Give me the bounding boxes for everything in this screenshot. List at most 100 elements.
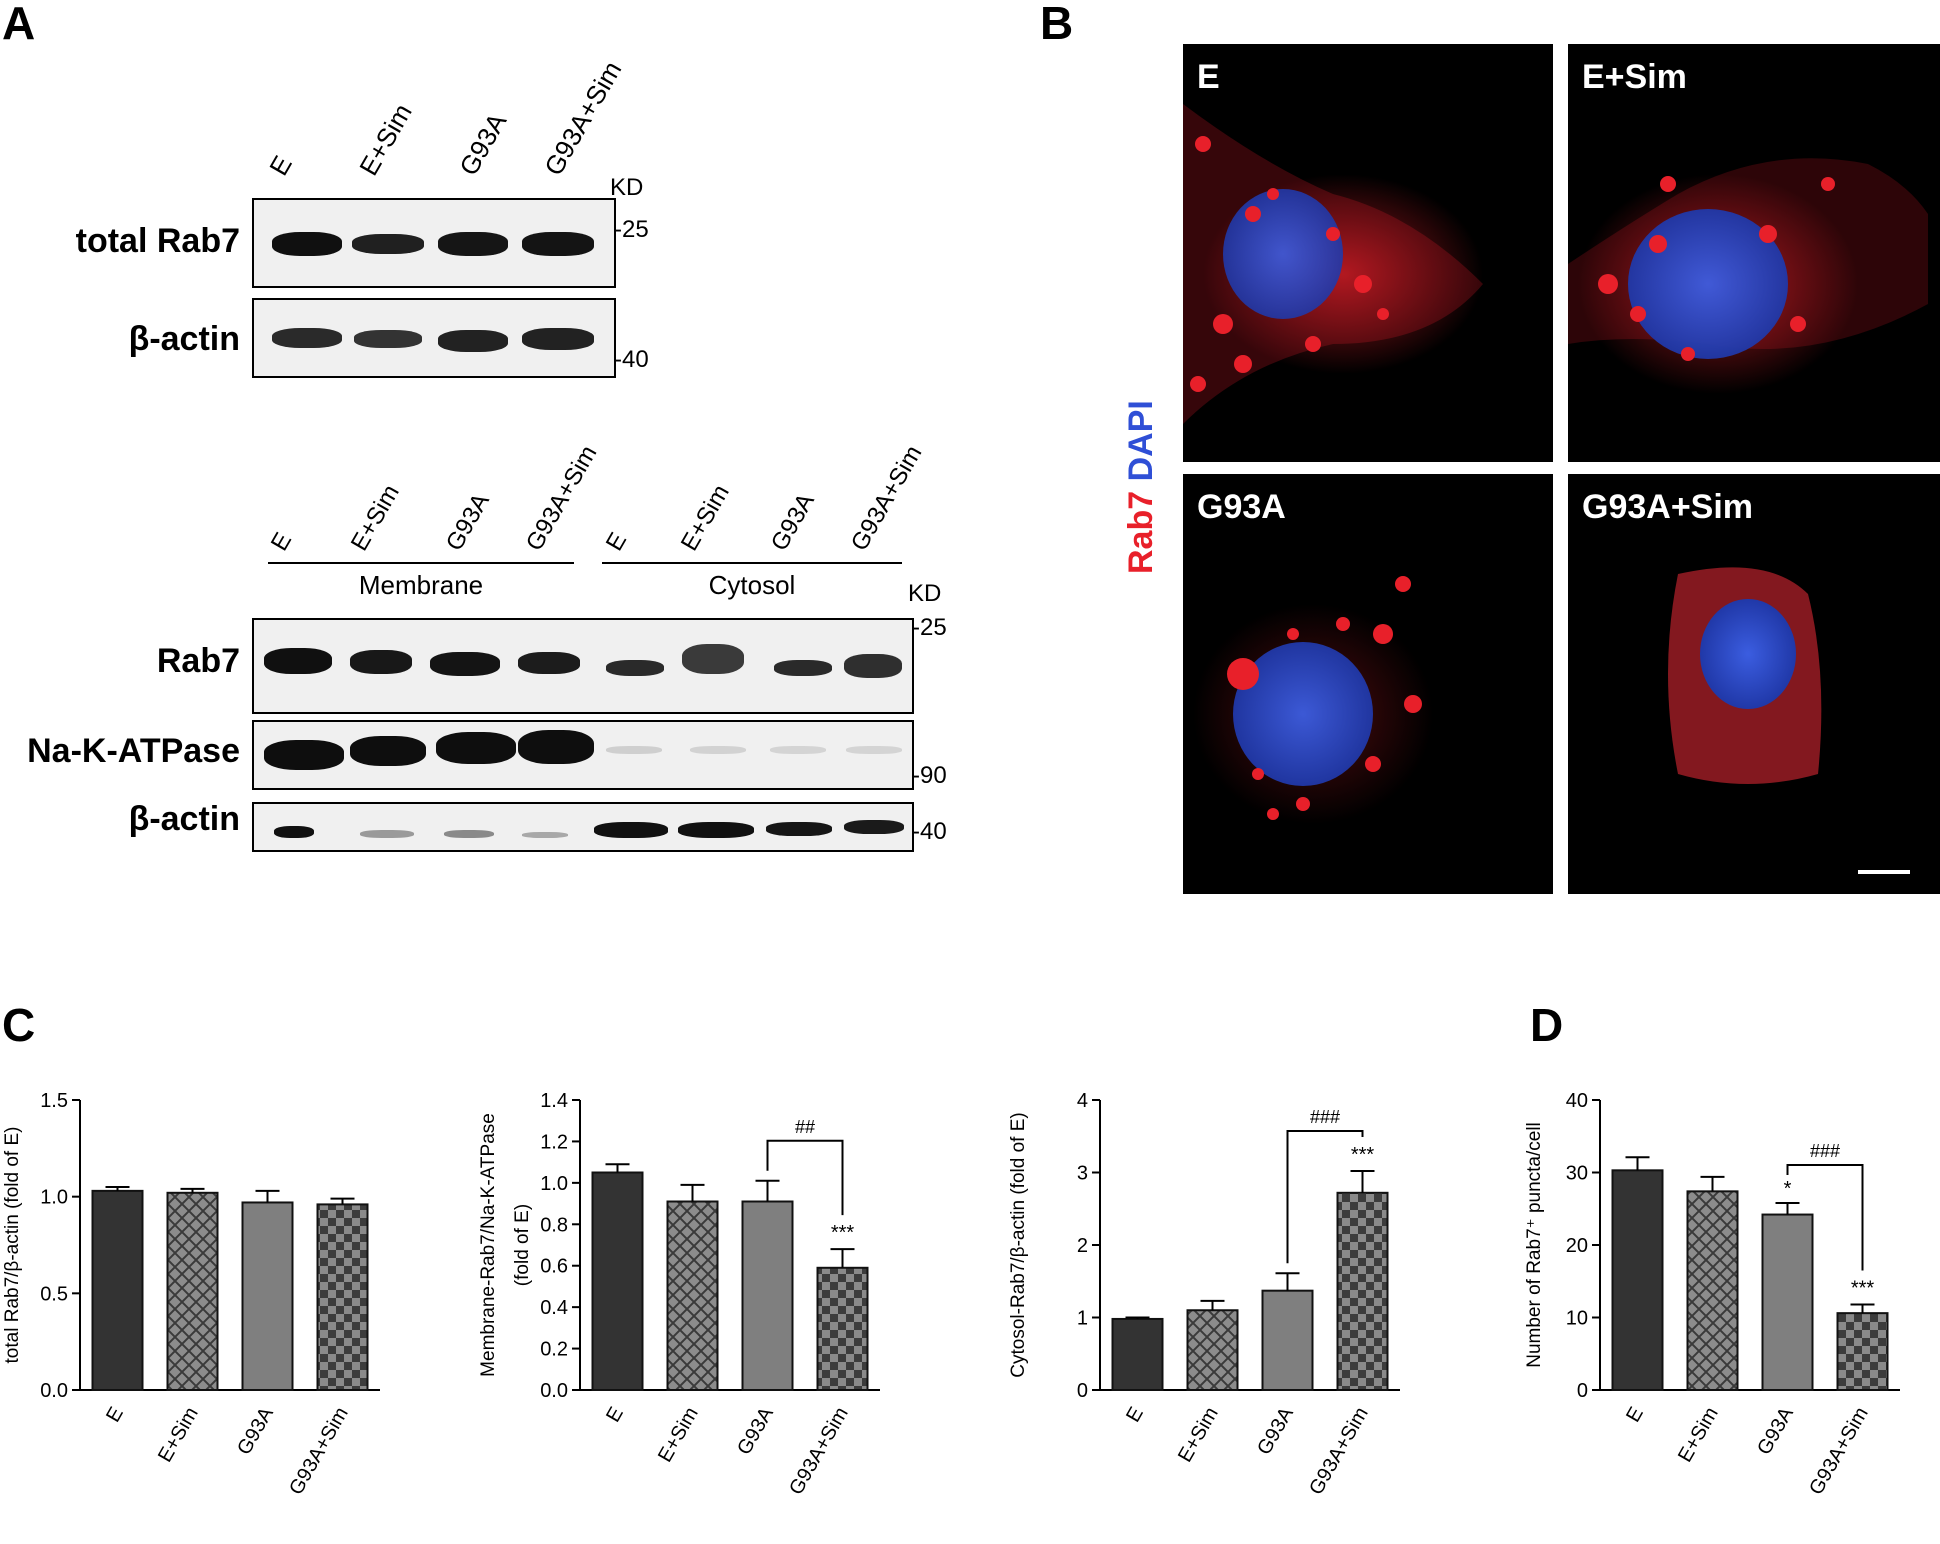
- blot-row-label: Na-K-ATPase: [27, 732, 240, 770]
- y-tick-label: 1: [1077, 1308, 1088, 1330]
- blot-row-label: total Rab7: [75, 222, 240, 260]
- bar: [1836, 1312, 1889, 1391]
- y-tick-label: 1.0: [40, 1187, 68, 1209]
- y-tick-label: 1.5: [40, 1090, 68, 1112]
- bar: [1186, 1309, 1239, 1391]
- scale-bar: [1858, 870, 1910, 874]
- y-tick-label: 20: [1566, 1235, 1588, 1257]
- lane-label: E: [263, 150, 298, 181]
- kd-marker: -90: [912, 762, 947, 789]
- kd-marker: -25: [614, 216, 649, 243]
- y-tick-label: 0: [1577, 1380, 1588, 1402]
- x-tick-label: E: [1622, 1404, 1648, 1427]
- bar: [241, 1201, 294, 1391]
- bar: [1111, 1317, 1164, 1392]
- x-tick-label: E: [102, 1404, 128, 1427]
- y-tick-label: 0.8: [540, 1214, 568, 1236]
- lane-label: G93A+Sim: [538, 55, 628, 181]
- lane-label: G93A: [440, 488, 495, 556]
- micro-tile-e-sim: E+Sim: [1568, 44, 1940, 462]
- chart-c2: 0.0 0.2 0.4 0.6 0.8 1.0 1.2 1.4 Membrane-Rab7/Na…: [470, 1050, 950, 1539]
- significance-label: *: [1784, 1178, 1792, 1200]
- bar: [816, 1266, 869, 1392]
- x-tick-label: G93A: [1253, 1403, 1298, 1459]
- stain-legend: Rab7 DAPI: [1122, 374, 1182, 574]
- x-tick-label: G93A+Sim: [1305, 1404, 1373, 1499]
- lane-label: E: [265, 528, 298, 556]
- bar: [91, 1189, 144, 1391]
- blot-strip-beta-actin-2: [252, 802, 914, 852]
- x-tick-label: G93A: [733, 1403, 778, 1459]
- significance-bracket: [1286, 1130, 1364, 1264]
- cell-image: [1183, 104, 1483, 424]
- x-tick-label: G93A: [1753, 1403, 1798, 1459]
- y-tick-label: 0.0: [540, 1380, 568, 1402]
- panel-letter-d: D: [1530, 999, 1564, 1051]
- blot-strip-beta-actin: [252, 298, 616, 378]
- micro-label: E+Sim: [1582, 58, 1687, 96]
- stain-label-rab7: Rab7: [1122, 490, 1160, 574]
- cell-image: [1668, 567, 1822, 784]
- bar: [1261, 1289, 1314, 1391]
- stain-label-dapi: DAPI: [1122, 400, 1160, 482]
- y-tick-label: 0.2: [540, 1339, 568, 1361]
- chart-c3: 0 1 2 3 4 Cytosol-Rab7/β-actin (fold of E) E E+…: [990, 1050, 1450, 1539]
- membrane-bracket: [268, 562, 574, 564]
- chart-c1: 0.0 0.5 1.0 1.5 total Rab7/β-actin (fold of …: [0, 1050, 460, 1539]
- group-label-membrane: Membrane: [358, 570, 484, 600]
- kd-marker: -40: [614, 346, 649, 373]
- micro-label: G93A: [1197, 488, 1286, 526]
- y-axis-label: Membrane-Rab7/Na-K-ATPase: [478, 1113, 499, 1377]
- kd-marker: -40: [912, 818, 947, 845]
- significance-label: ###: [1310, 1107, 1340, 1127]
- significance-label: ***: [1851, 1277, 1875, 1299]
- micro-label: G93A+Sim: [1582, 488, 1754, 526]
- y-tick-label: 10: [1566, 1308, 1588, 1330]
- lane-label: G93A+Sim: [520, 440, 603, 556]
- chart-cytosol-rab7: 0 1 2 3 4 Cytosol-Rab7/β-actin (fold of E) E E+…: [1008, 1090, 1400, 1499]
- blot-strip-na-k-atpase: [252, 720, 914, 790]
- kd-label: KD: [610, 174, 644, 201]
- bar: [1611, 1169, 1664, 1391]
- bar: [1336, 1191, 1389, 1391]
- y-tick-label: 2: [1077, 1235, 1088, 1257]
- significance-label: ***: [1351, 1144, 1375, 1166]
- y-axis-label: total Rab7/β-actin (fold of E): [2, 1127, 23, 1364]
- lane-label: E+Sim: [353, 98, 418, 181]
- y-axis-label: (fold of E): [512, 1204, 533, 1286]
- bar: [166, 1191, 219, 1391]
- lane-label: E+Sim: [675, 480, 735, 556]
- y-tick-label: 0.0: [40, 1380, 68, 1402]
- y-tick-label: 0.4: [540, 1297, 568, 1319]
- significance-label: ###: [1810, 1141, 1840, 1161]
- chart-total-rab7: 0.0 0.5 1.0 1.5 total Rab7/β-actin (fold of …: [2, 1090, 380, 1499]
- bar: [591, 1171, 644, 1391]
- x-tick-label: E+Sim: [1174, 1404, 1223, 1467]
- y-axis-label: Cytosol-Rab7/β-actin (fold of E): [1008, 1112, 1029, 1377]
- blot-row-label: β-actin: [128, 320, 240, 358]
- bar: [316, 1203, 369, 1391]
- x-tick-label: E+Sim: [654, 1404, 703, 1467]
- y-tick-label: 40: [1566, 1090, 1588, 1112]
- group-label-cytosol: Cytosol: [708, 570, 796, 600]
- y-axis-label: Number of Rab7⁺ puncta/cell: [1524, 1122, 1545, 1368]
- kd-label: KD: [908, 580, 942, 607]
- blot-strip-total-rab7: [252, 198, 616, 288]
- bar: [741, 1200, 794, 1391]
- bar: [666, 1200, 719, 1391]
- y-tick-label: 30: [1566, 1163, 1588, 1185]
- x-tick-label: G93A: [233, 1403, 278, 1459]
- micro-tile-g93a: G93A: [1183, 474, 1553, 894]
- significance-bracket: [1786, 1163, 1864, 1271]
- y-tick-label: 1.0: [540, 1173, 568, 1195]
- significance-label: ***: [831, 1222, 855, 1244]
- blot-row-label: β-actin: [128, 800, 240, 838]
- y-tick-label: 4: [1077, 1090, 1088, 1112]
- chart-membrane-rab7: 0.0 0.2 0.4 0.6 0.8 1.0 1.2 1.4 Membrane-Rab7/Na…: [478, 1090, 880, 1499]
- lane-label: G93A: [765, 488, 820, 556]
- x-tick-label: E+Sim: [1674, 1404, 1723, 1467]
- y-tick-label: 1.4: [540, 1090, 568, 1112]
- chart-puncta: 0 10 20 30 40 Number of Rab7⁺ puncta/cell E E+S…: [1524, 1090, 1900, 1499]
- cell-image: [1568, 158, 1928, 394]
- lane-label: E: [600, 528, 633, 556]
